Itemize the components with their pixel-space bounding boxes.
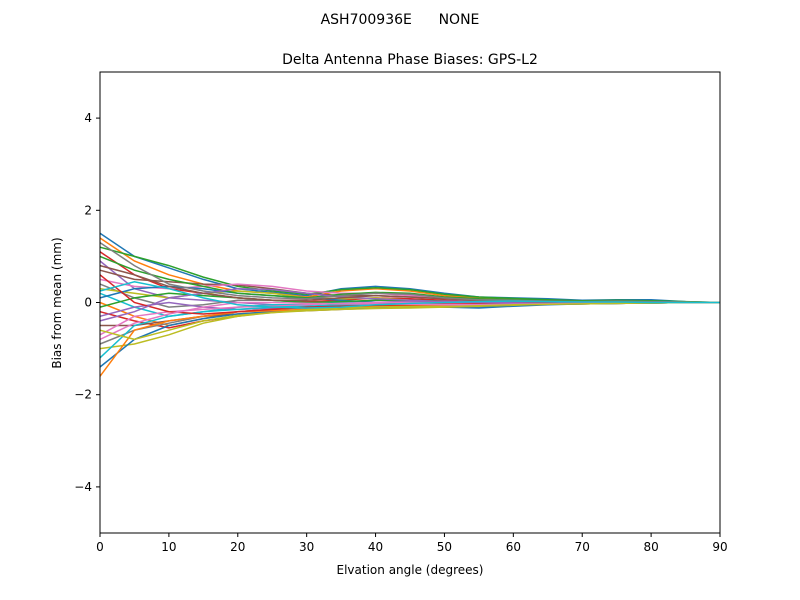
series-line-29 <box>99 281 720 309</box>
y-tick-label: 0 <box>84 296 92 310</box>
series-line-2 <box>99 246 721 304</box>
series-line-28 <box>99 301 720 341</box>
y-tick-label: 4 <box>84 111 92 125</box>
y-tick-label: −2 <box>74 388 92 402</box>
x-tick-label: 70 <box>575 540 590 554</box>
y-axis: −4 −2 0 2 4 <box>74 111 100 494</box>
series-line-27 <box>99 241 721 304</box>
x-tick-label: 0 <box>96 540 104 554</box>
x-tick-label: 90 <box>712 540 727 554</box>
series-line-20 <box>99 301 720 368</box>
x-tick-label: 60 <box>506 540 521 554</box>
x-tick-label: 40 <box>368 540 383 554</box>
x-tick-label: 30 <box>299 540 314 554</box>
x-axis: 0 10 20 30 40 50 60 70 80 90 <box>96 533 728 554</box>
figure-suptitle: ASH700936E NONE <box>321 12 480 28</box>
x-tick-label: 10 <box>161 540 176 554</box>
y-axis-label: Bias from mean (mm) <box>50 237 64 368</box>
y-tick-label: −4 <box>74 480 92 494</box>
series-lines <box>99 232 721 377</box>
x-axis-label: Elvation angle (degrees) <box>337 563 484 577</box>
chart-title: Delta Antenna Phase Biases: GPS-L2 <box>282 52 538 68</box>
x-tick-label: 50 <box>437 540 452 554</box>
x-tick-label: 20 <box>230 540 245 554</box>
y-tick-label: 2 <box>84 203 92 217</box>
x-tick-label: 80 <box>643 540 658 554</box>
